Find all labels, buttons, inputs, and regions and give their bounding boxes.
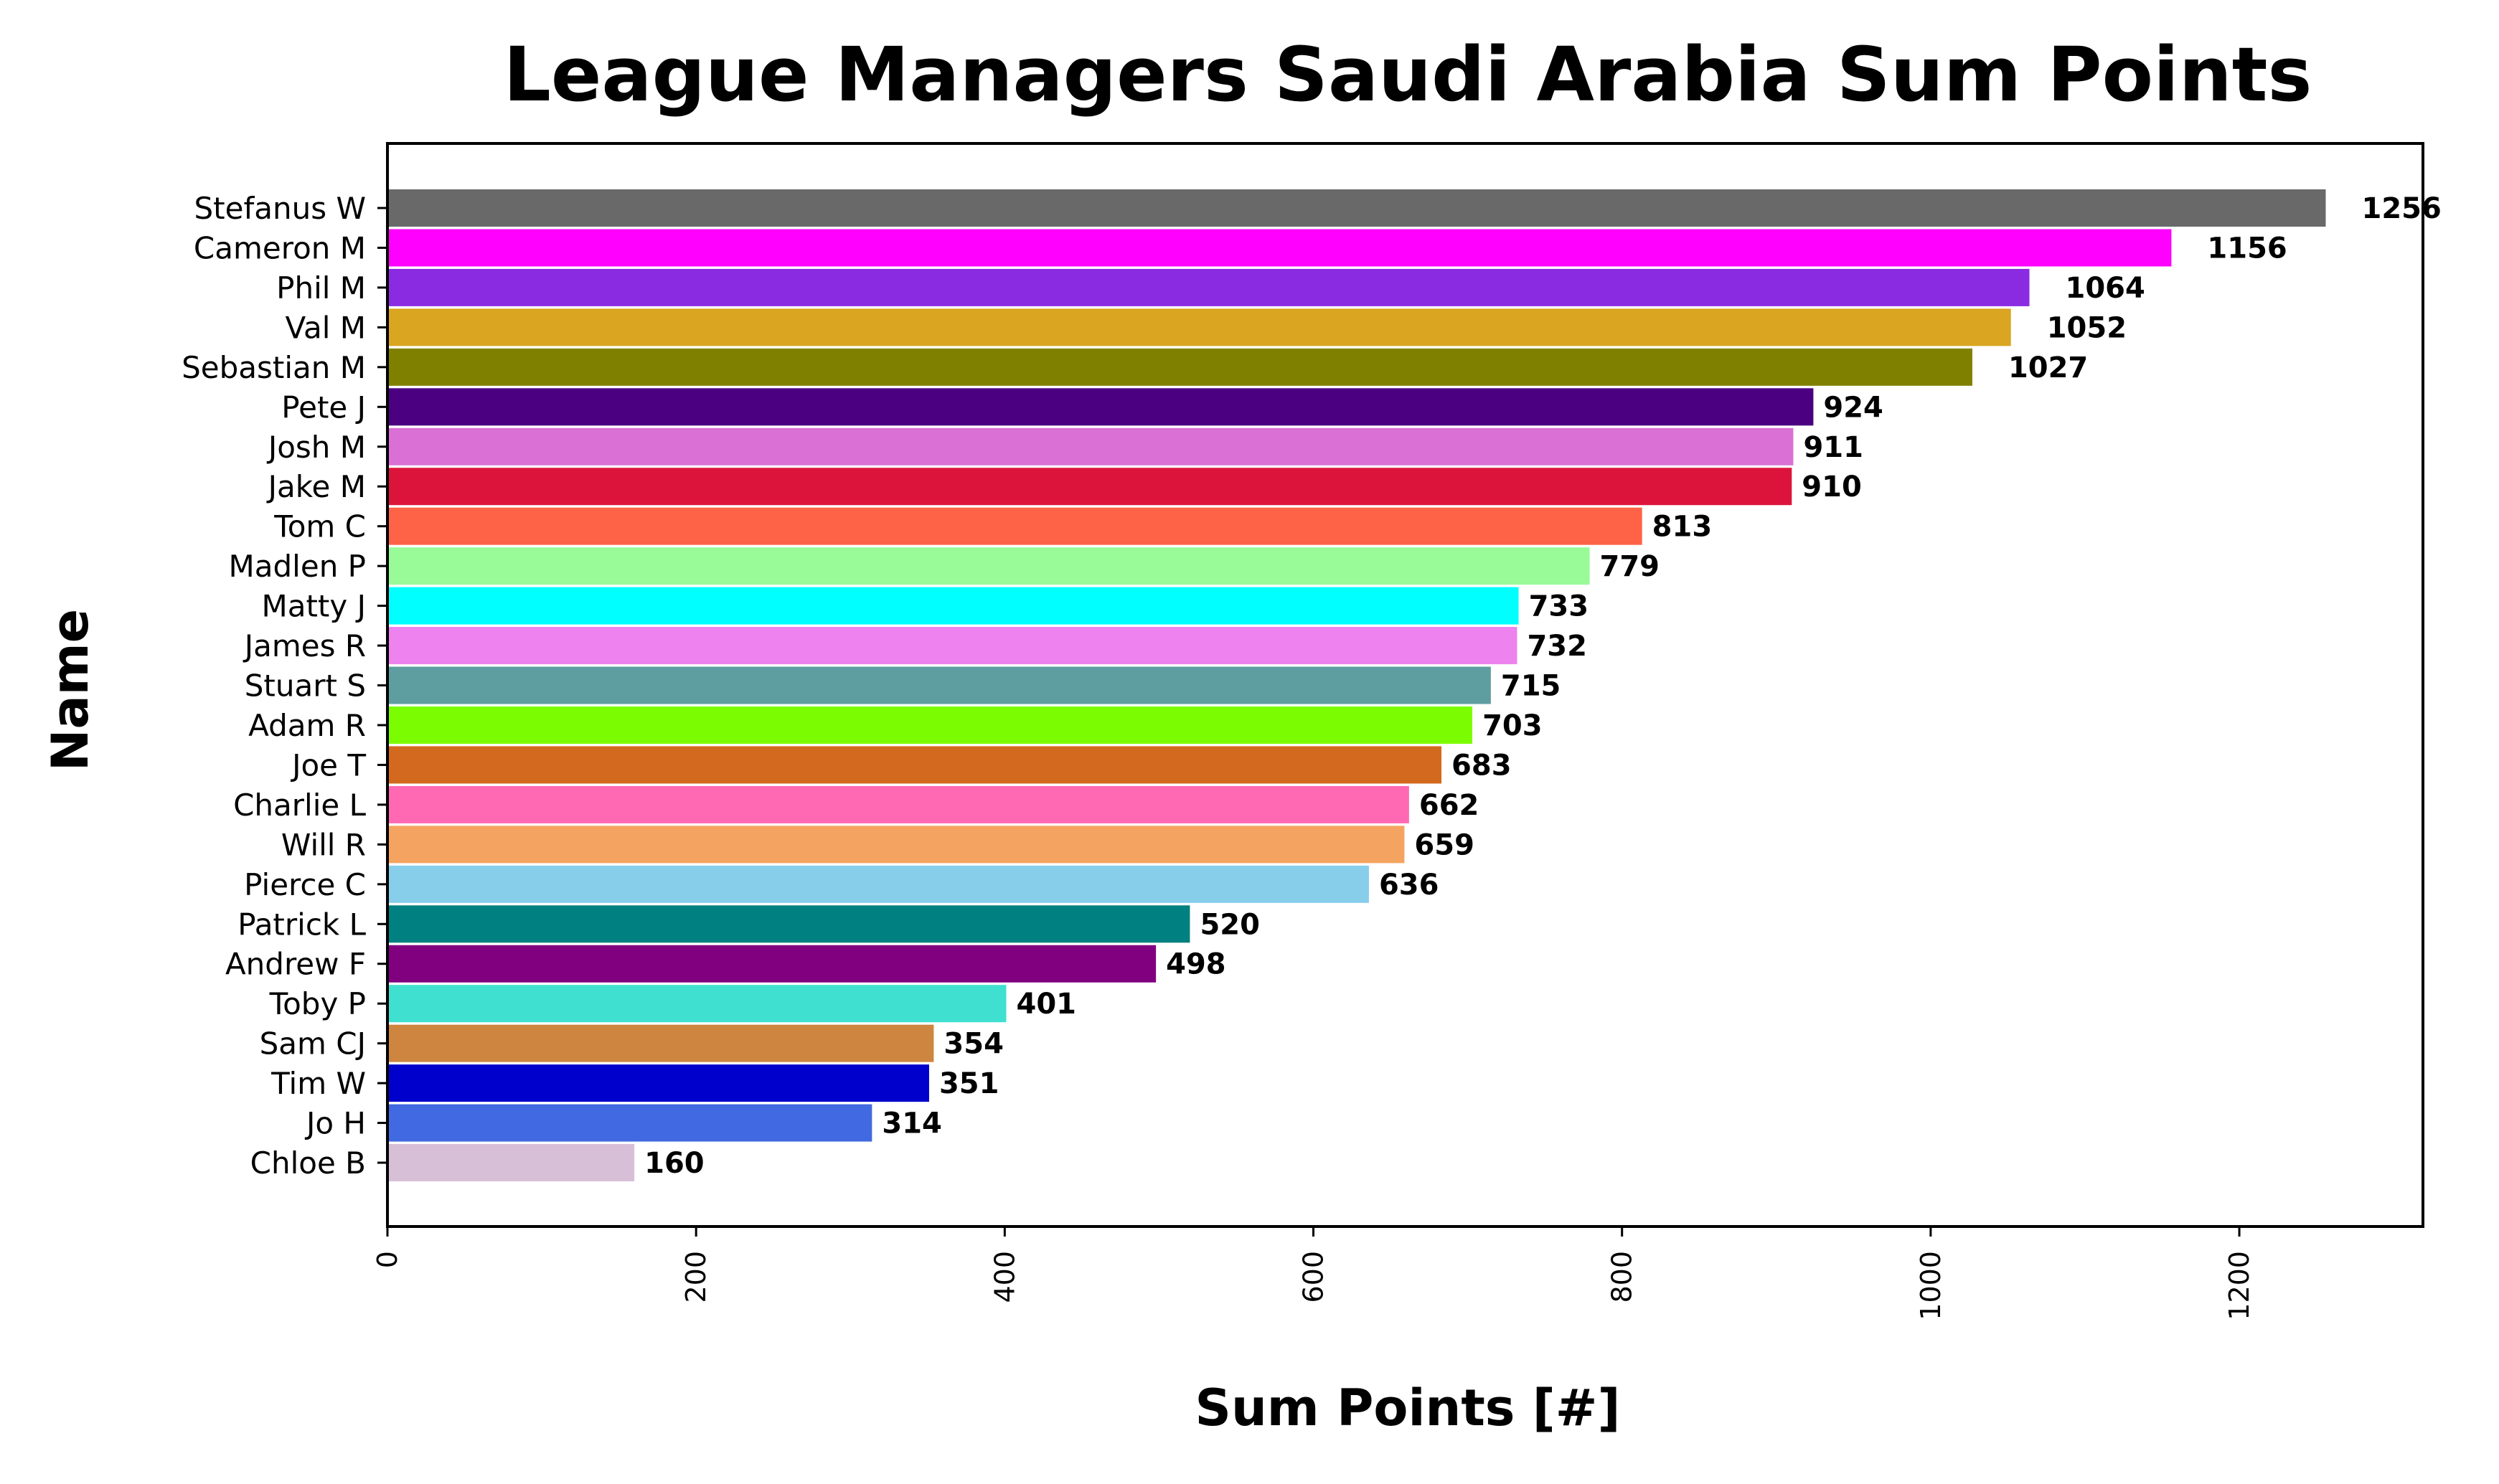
bar-value-label: 1052 [2047,311,2127,344]
bar [387,388,1814,426]
bar [387,427,1794,465]
bar [387,547,1590,585]
bar-value-label: 160 [644,1147,705,1180]
x-tick-label: 800 [1606,1251,1638,1303]
bar-value-label: 715 [1501,670,1561,703]
y-tick-label: Val M [286,310,366,345]
bar-value-label: 1027 [2008,351,2088,384]
bar [387,826,1405,864]
bar-value-label: 924 [1823,391,1883,424]
plot-area: 1256 1156 1064 1052 1027 924 911 910 813 779 733 73… [387,189,2442,1182]
bar [387,706,1473,744]
bar [387,627,1517,665]
bar [387,189,2326,227]
bar [387,1104,872,1142]
bar [387,587,1519,625]
bar-value-label: 498 [1166,948,1226,981]
y-axis-label: Name [41,609,100,771]
y-tick-label: Cameron M [194,230,366,265]
x-tick-label: 0 [372,1251,403,1268]
axes: Stefanus W Cameron M Phil M Val M Sebastian … [182,191,2255,1320]
y-tick-label: Tom C [273,509,366,544]
y-tick-label: Pete J [281,389,366,425]
chart-title: League Managers Saudi Arabia Sum Points [504,31,2312,118]
y-tick-label: Josh M [266,430,366,465]
x-tick-label: 1200 [2223,1251,2255,1320]
y-tick-label: Will R [281,827,366,862]
bar-value-label: 662 [1419,789,1479,822]
bar-value-label: 910 [1802,471,1862,504]
bar-value-label: 813 [1652,511,1713,544]
y-tick-label: Pierce C [244,867,366,902]
y-tick-label: Jo H [304,1106,366,1141]
y-tick-label: Sam CJ [260,1026,366,1062]
bar-value-label: 1156 [2207,232,2287,265]
bar [387,308,2011,346]
bar [387,785,1409,823]
bar-value-label: 314 [882,1107,942,1140]
x-tick-label: 400 [989,1251,1020,1303]
y-tick-label: Madlen P [229,549,366,584]
bar [387,985,1007,1023]
bar-value-label: 636 [1379,869,1439,902]
bar [387,268,2030,306]
x-tick-label: 600 [1298,1251,1329,1303]
bar-value-label: 659 [1414,828,1474,861]
bar [387,1064,929,1102]
bar-value-label: 779 [1600,550,1660,583]
y-tick-label: Jake M [266,469,366,504]
y-tick-label: Stuart S [245,668,366,704]
x-tick-label: 200 [680,1251,712,1303]
bar-value-label: 1064 [2066,272,2145,305]
y-tick-label: Joe T [290,747,366,783]
y-tick-label: Sebastian M [182,350,366,385]
y-tick-label: Patrick L [237,907,366,942]
y-tick-label: Phil M [276,270,366,306]
bar [387,865,1369,903]
bar [387,1024,934,1062]
bar [387,229,2172,267]
bar [387,1144,635,1182]
bar [387,746,1442,784]
bar-value-label: 732 [1527,630,1587,663]
bar-value-label: 401 [1016,988,1076,1021]
bar-value-label: 520 [1200,908,1260,941]
y-tick-label: Tim W [270,1066,366,1101]
y-tick-label: Matty J [261,589,366,624]
bar-value-label: 733 [1529,590,1589,623]
y-tick-label: Stefanus W [194,191,367,226]
bar-value-label: 703 [1482,709,1543,742]
bar-value-label: 683 [1451,749,1511,782]
bar-value-label: 911 [1803,431,1863,464]
bar-value-label: 354 [943,1028,1004,1061]
bar-value-label: 1256 [2361,192,2441,225]
y-tick-label: Charlie L [233,788,366,823]
bar-value-label: 351 [939,1067,999,1100]
bar [387,666,1491,704]
y-tick-label: James R [243,628,366,663]
y-tick-label: Adam R [248,708,366,743]
bar [387,348,1972,386]
y-tick-label: Andrew F [225,947,366,982]
x-axis-label: Sum Points [#] [1195,1379,1621,1437]
bar [387,905,1190,943]
bar [387,507,1642,545]
x-tick-label: 1000 [1915,1251,1947,1320]
y-tick-label: Chloe B [250,1145,366,1181]
bar [387,468,1792,506]
bar [387,945,1157,983]
y-tick-label: Toby P [269,986,366,1021]
